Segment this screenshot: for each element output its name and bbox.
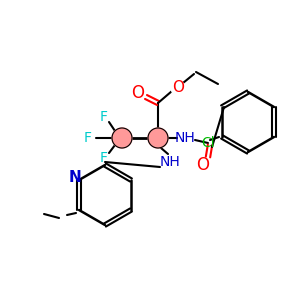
Text: O: O bbox=[131, 84, 145, 102]
Circle shape bbox=[148, 128, 168, 148]
Text: Cl: Cl bbox=[201, 136, 215, 150]
Text: F: F bbox=[84, 131, 92, 145]
Text: O: O bbox=[196, 156, 209, 174]
Text: F: F bbox=[100, 151, 108, 165]
Text: F: F bbox=[100, 110, 108, 124]
Text: NH: NH bbox=[175, 131, 195, 145]
Text: O: O bbox=[172, 80, 184, 95]
Text: NH: NH bbox=[160, 155, 180, 169]
Text: N: N bbox=[69, 170, 81, 185]
Circle shape bbox=[171, 81, 185, 95]
Circle shape bbox=[112, 128, 132, 148]
